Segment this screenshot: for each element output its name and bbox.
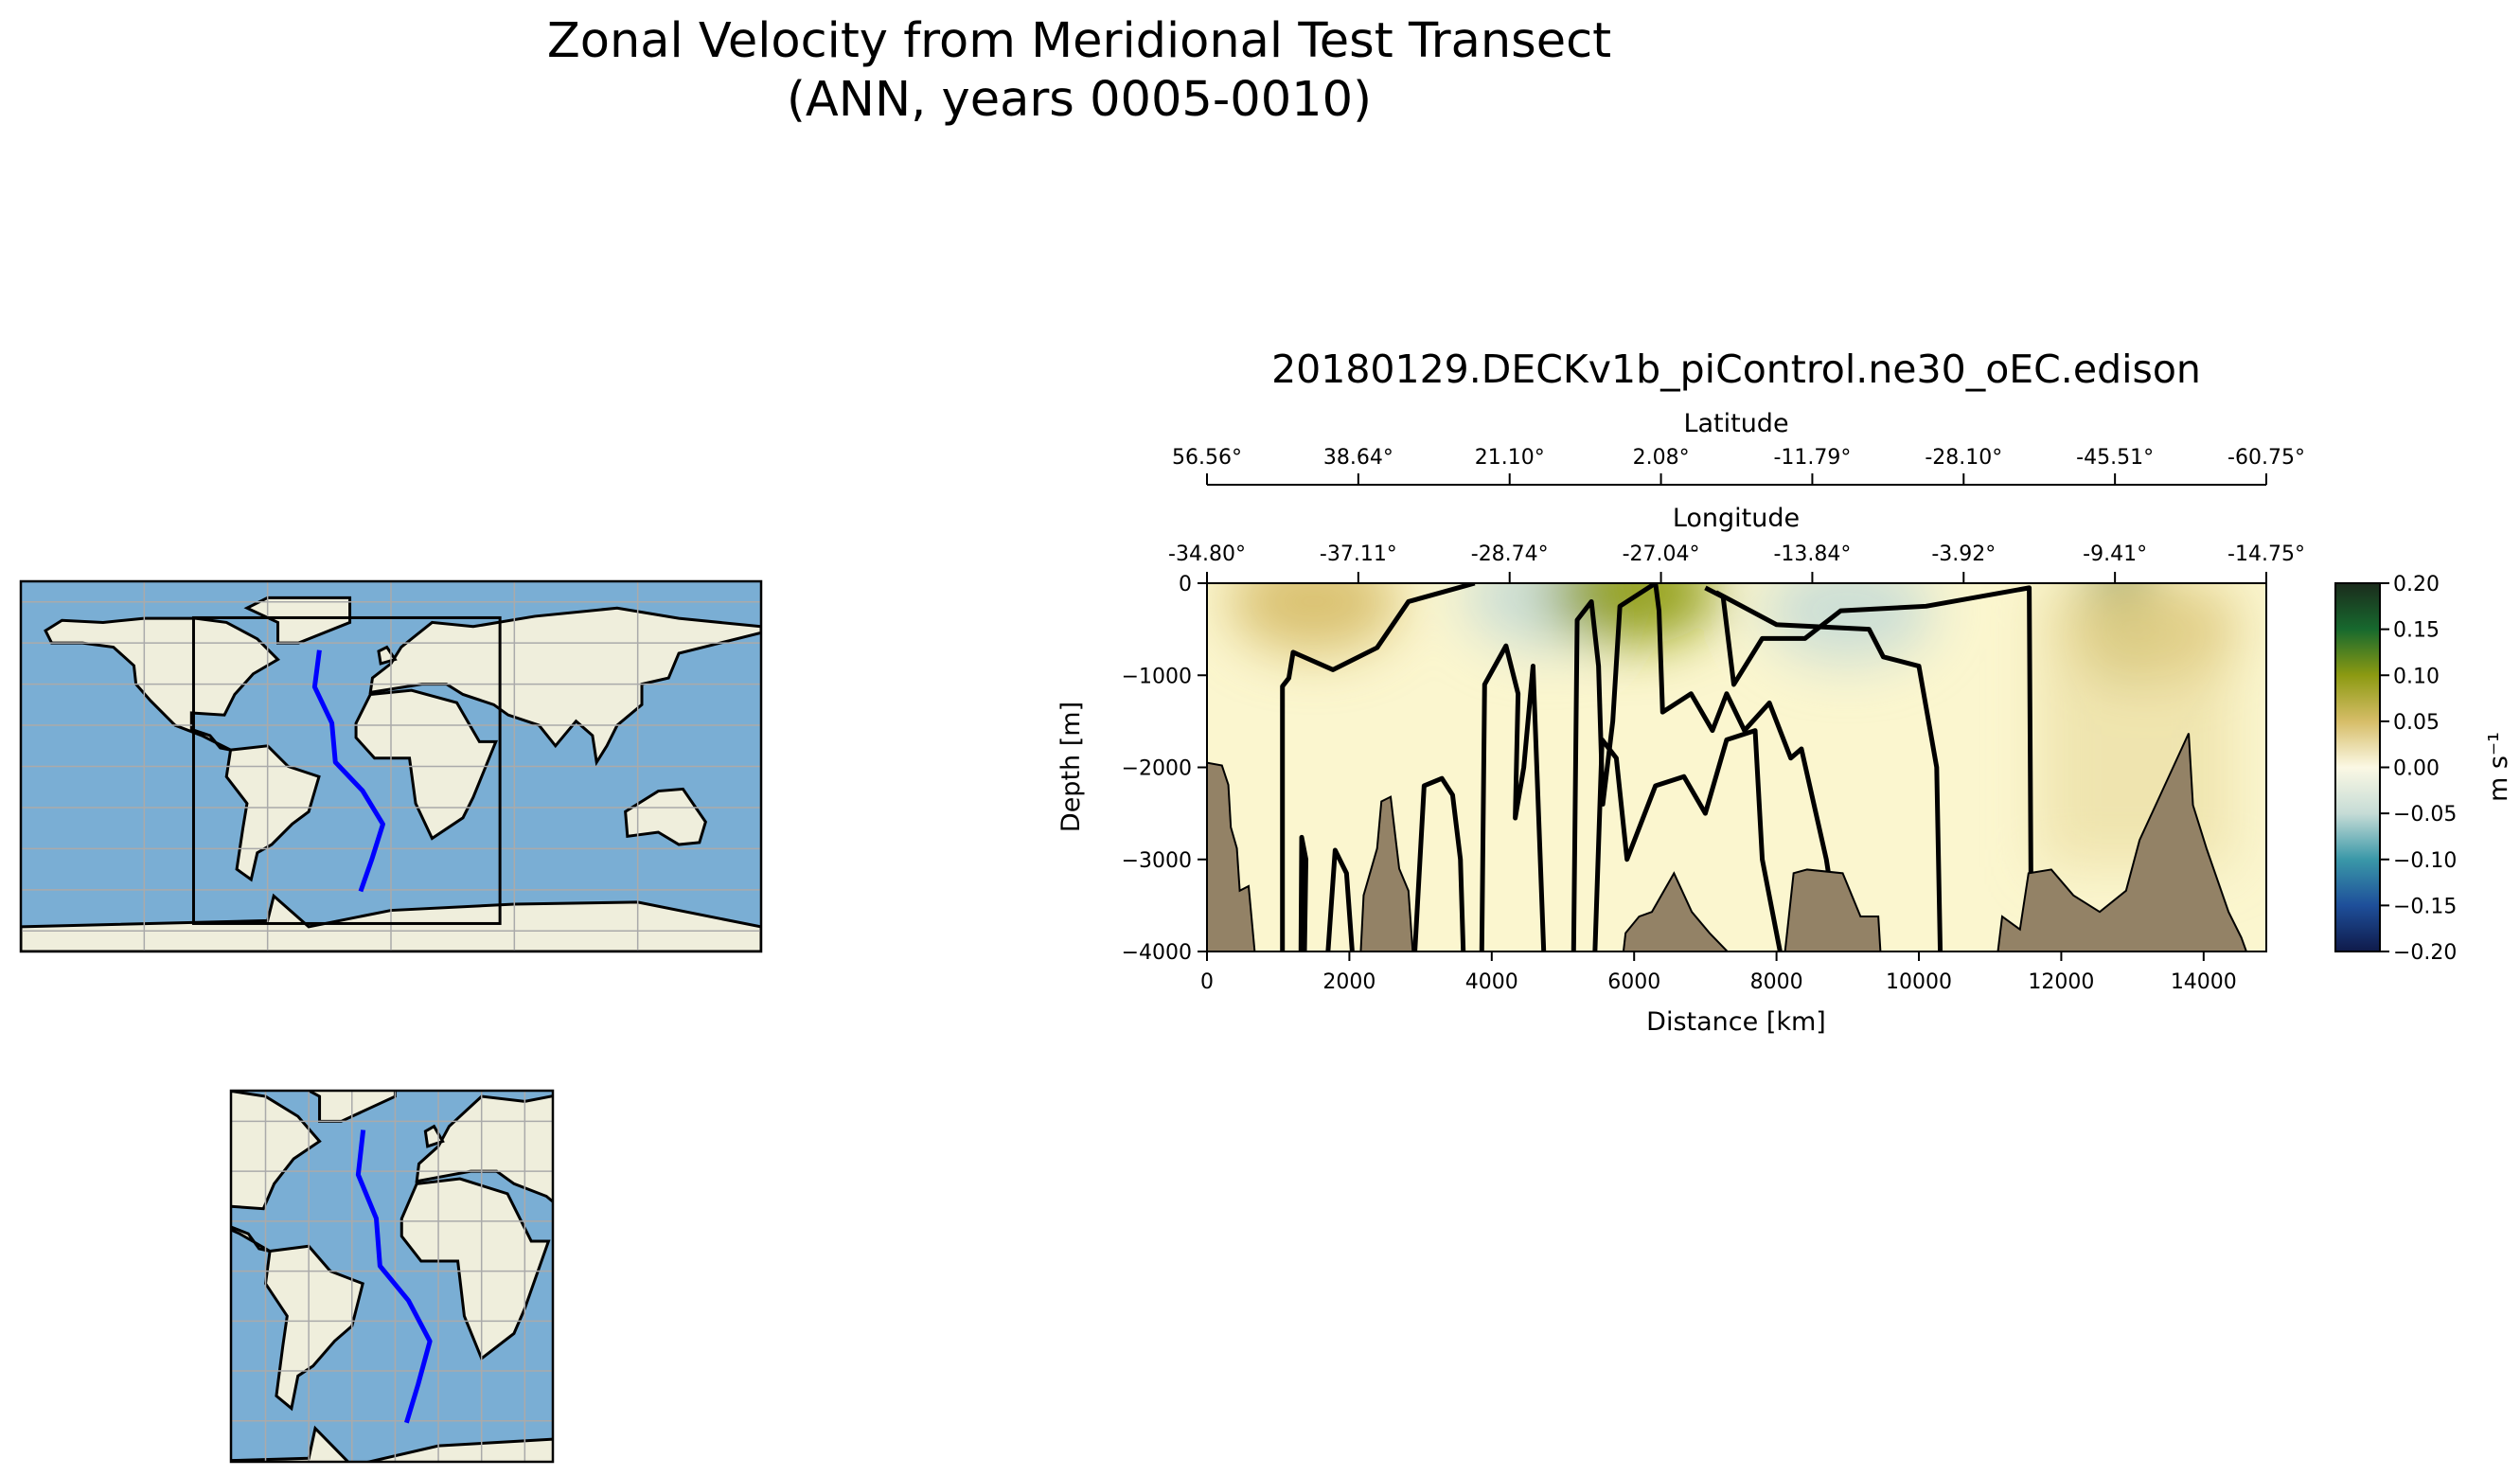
bathymetry-fill [1207,761,1256,951]
landmass [684,1299,769,1366]
longitude-tick-label: -37.11° [1320,542,1397,566]
y-tick-label: −4000 [1122,941,1192,965]
section-title: 20180129.DECKv1b_piControl.ne30_oEC.edis… [1271,347,2201,392]
latitude-tick-label: -45.51° [2076,446,2154,470]
latitude-tick-label: -28.10° [1925,446,2002,470]
zero-contour-line [1412,775,1466,951]
x-tick-label: 4000 [1465,970,1518,994]
regional-map [229,1089,769,1464]
y-tick-label: −3000 [1122,849,1192,873]
bathymetry-fill [1784,868,1882,951]
colorbar: 0.20 0.15 0.10 0.05 0.00 −0.05 −0.10 −0.15 −0.20… [2334,573,2513,965]
bathymetry-fill [1359,795,1414,951]
colorbar-gradient [2334,582,2381,952]
bathymetry-fill [1622,871,1730,951]
colorbar-tick-label: 0.00 [2393,757,2440,781]
longitude-tick-label: -3.92° [1931,542,1996,566]
colorbar-tick-label: 0.05 [2393,711,2440,735]
longitude-tick-label: -9.41° [2083,542,2147,566]
zero-contour-line [1714,590,1943,951]
longitude-tick-label: -28.74° [1471,542,1549,566]
zero-contour-line [1298,834,1309,951]
colorbar-tick-label: −0.10 [2393,849,2457,873]
zero-contour-line [1653,583,1843,951]
suptitle-line1: Zonal Velocity from Meridional Test Tran… [547,13,1611,69]
x-tick-label: 10000 [1886,970,1952,994]
longitude-tick-label: -14.75° [2227,542,2305,566]
y-axis-label: Depth [m] [1056,702,1086,832]
map-frame [19,579,763,953]
colorbar-tick-label: −0.05 [2393,803,2457,827]
zero-contour-line [1325,847,1355,951]
map-content [231,1091,769,1462]
velocity-anomaly [1762,583,1933,664]
inset-region-box [191,615,502,925]
longitude-tick-label: -13.84° [1773,542,1851,566]
landmass [415,1094,553,1204]
x-tick-label: 2000 [1322,970,1375,994]
latitude-tick-label: 38.64° [1323,446,1393,470]
longitude-tick-label: -34.80° [1168,542,1246,566]
velocity-anomaly [1228,583,1399,654]
x-tick-label: 6000 [1607,970,1660,994]
y-tick-label: 0 [1179,573,1192,596]
latitude-axis-label: Latitude [1683,409,1788,438]
zero-contour-line [1479,643,1547,951]
colorbar-tick-label: 0.10 [2393,665,2440,688]
bathymetry-fill [1996,733,2248,951]
latitude-tick-label: 21.10° [1475,446,1545,470]
longitude-tick-label: -27.04° [1623,542,1700,566]
velocity-anomaly [1549,583,1720,645]
x-tick-label: 12000 [2028,970,2094,994]
latitude-tick-label: 2.08° [1633,446,1690,470]
colorbar-label: m s⁻¹ [2484,732,2513,802]
latitude-tick-label: -60.75° [2227,446,2305,470]
map-content [21,581,761,951]
colorbar-tick-label: −0.15 [2393,895,2457,918]
y-tick-label: −1000 [1122,665,1192,688]
colorbar-tick-label: −0.20 [2393,941,2457,965]
x-tick-label: 0 [1200,970,1214,994]
landmass [243,596,352,645]
zero-contour-line [1571,583,1658,951]
map-frame [229,1089,555,1464]
zero-contour-line [1592,728,1783,951]
section-plot: 0 2000 4000 6000 8000 10000 12000 14000 0 −1000 −… [1056,347,2305,1037]
global-map [19,579,763,953]
velocity-band [2039,583,2232,867]
zero-contour-line [1704,585,2034,951]
zero-contour-line [1280,583,1476,951]
colorbar-tick-label: 0.20 [2393,573,2440,596]
longitude-axis-label: Longitude [1673,504,1800,533]
transect-line [355,1129,433,1424]
y-tick-label: −2000 [1122,757,1192,781]
x-tick-label: 8000 [1750,970,1803,994]
x-axis-label: Distance [km] [1646,1007,1826,1037]
latitude-tick-label: -11.79° [1773,446,1851,470]
colorbar-tick-label: 0.15 [2393,619,2440,643]
transect-line [311,649,385,893]
latitude-tick-label: 56.56° [1172,446,1242,470]
suptitle-line2: (ANN, years 0005-0010) [787,72,1372,128]
x-tick-label: 14000 [2171,970,2237,994]
